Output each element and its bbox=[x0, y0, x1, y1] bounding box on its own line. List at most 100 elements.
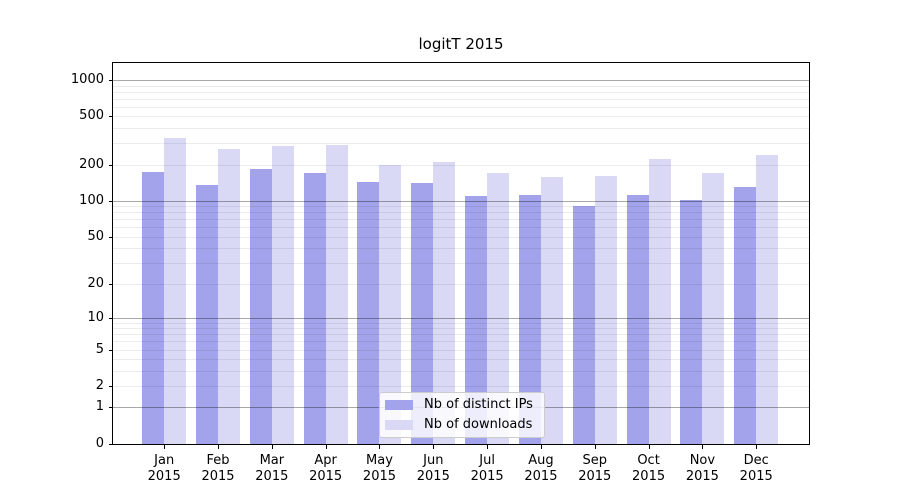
y-tick-5 bbox=[109, 349, 113, 351]
legend-swatch-distinct-ips bbox=[385, 400, 413, 410]
legend: Nb of distinct IPs Nb of downloads bbox=[379, 392, 545, 438]
x-tick-jan bbox=[164, 445, 166, 449]
y-tick-2 bbox=[109, 386, 113, 388]
gridline-6 bbox=[113, 341, 809, 342]
gridline-10 bbox=[113, 318, 809, 319]
gridline-3 bbox=[113, 371, 809, 372]
y-tick-label-20: 20 bbox=[87, 275, 104, 291]
gridline-50 bbox=[113, 237, 809, 238]
x-tick-mar bbox=[271, 445, 273, 449]
bar-downloads-feb bbox=[218, 148, 241, 444]
y-tick-label-5: 5 bbox=[95, 341, 104, 357]
bar-downloads-dec bbox=[756, 155, 779, 444]
y-tick-label-500: 500 bbox=[79, 108, 104, 124]
x-tick-label-dec: Dec 2015 bbox=[739, 453, 773, 484]
gridline-9 bbox=[113, 323, 809, 324]
x-tick-dec bbox=[756, 445, 758, 449]
y-tick-50 bbox=[109, 236, 113, 238]
bar-distinct-ips-jan bbox=[142, 172, 165, 444]
gridline-7 bbox=[113, 334, 809, 335]
y-tick-1 bbox=[109, 407, 113, 409]
y-tick-label-100: 100 bbox=[79, 192, 104, 208]
gridline-900 bbox=[113, 86, 809, 87]
gridline-700 bbox=[113, 99, 809, 100]
x-tick-label-jun: Jun 2015 bbox=[416, 453, 450, 484]
gridline-70 bbox=[113, 219, 809, 220]
x-tick-label-may: May 2015 bbox=[362, 453, 397, 484]
x-tick-aug bbox=[540, 445, 542, 449]
bar-downloads-aug bbox=[540, 177, 563, 444]
x-tick-label-jan: Jan 2015 bbox=[147, 453, 181, 484]
legend-label-distinct-ips: Nb of distinct IPs bbox=[424, 397, 533, 412]
bar-distinct-ips-jun bbox=[411, 183, 434, 444]
y-tick-label-50: 50 bbox=[87, 228, 104, 244]
y-tick-label-0: 0 bbox=[95, 436, 104, 451]
bar-distinct-ips-oct bbox=[626, 195, 649, 444]
bar-downloads-jul bbox=[487, 173, 510, 444]
gridline-8 bbox=[113, 328, 809, 329]
legend-label-downloads: Nb of downloads bbox=[424, 417, 533, 432]
x-tick-label-feb: Feb 2015 bbox=[201, 453, 235, 484]
legend-item-distinct-ips: Nb of distinct IPs bbox=[385, 397, 538, 413]
y-tick-label-10: 10 bbox=[87, 309, 104, 325]
gridline-40 bbox=[113, 248, 809, 249]
y-tick-label-1000: 1000 bbox=[70, 72, 104, 87]
gridline-400 bbox=[113, 128, 809, 129]
gridline-300 bbox=[113, 143, 809, 144]
bar-distinct-ips-apr bbox=[303, 173, 326, 444]
bar-distinct-ips-sep bbox=[572, 205, 595, 444]
bar-distinct-ips-feb bbox=[196, 185, 219, 444]
x-tick-feb bbox=[218, 445, 220, 449]
gridline-60 bbox=[113, 227, 809, 228]
gridline-1000 bbox=[113, 80, 809, 81]
gridline-100 bbox=[113, 201, 809, 202]
bar-distinct-ips-jul bbox=[465, 195, 488, 444]
y-tick-0 bbox=[109, 444, 113, 445]
y-tick-label-200: 200 bbox=[79, 156, 104, 172]
x-tick-label-nov: Nov 2015 bbox=[685, 453, 719, 484]
gridline-600 bbox=[113, 107, 809, 108]
x-tick-label-sep: Sep 2015 bbox=[578, 453, 612, 484]
chart-title: logitT 2015 bbox=[418, 35, 504, 53]
x-tick-jun bbox=[433, 445, 435, 449]
legend-swatch-downloads bbox=[385, 420, 413, 430]
y-tick-20 bbox=[109, 283, 113, 285]
y-tick-label-2: 2 bbox=[95, 378, 104, 394]
y-tick-100 bbox=[109, 200, 113, 202]
x-tick-label-jul: Jul 2015 bbox=[470, 453, 504, 484]
gridline-4 bbox=[113, 359, 809, 360]
bar-distinct-ips-may bbox=[357, 181, 380, 444]
bar-distinct-ips-aug bbox=[518, 195, 541, 444]
y-tick-label-1: 1 bbox=[95, 399, 104, 415]
bar-downloads-jun bbox=[433, 162, 456, 444]
bar-distinct-ips-dec bbox=[734, 186, 757, 444]
gridline-30 bbox=[113, 263, 809, 264]
gridline-5 bbox=[113, 350, 809, 351]
bar-downloads-nov bbox=[702, 173, 725, 444]
gridline-200 bbox=[113, 165, 809, 166]
gridline-500 bbox=[113, 116, 809, 117]
y-tick-1000 bbox=[109, 80, 113, 81]
gridline-90 bbox=[113, 206, 809, 207]
x-tick-apr bbox=[325, 445, 327, 449]
bar-downloads-may bbox=[379, 164, 402, 444]
x-tick-label-mar: Mar 2015 bbox=[255, 453, 289, 484]
legend-item-downloads: Nb of downloads bbox=[385, 417, 538, 433]
x-tick-label-oct: Oct 2015 bbox=[632, 453, 666, 484]
plot-area bbox=[112, 62, 810, 445]
x-tick-sep bbox=[594, 445, 596, 449]
bar-downloads-oct bbox=[648, 158, 671, 444]
y-tick-500 bbox=[109, 116, 113, 118]
bar-distinct-ips-mar bbox=[249, 168, 272, 444]
x-tick-may bbox=[379, 445, 381, 449]
x-tick-oct bbox=[648, 445, 650, 449]
bar-downloads-sep bbox=[594, 176, 617, 444]
gridline-80 bbox=[113, 212, 809, 213]
bar-distinct-ips-nov bbox=[680, 200, 703, 444]
bar-downloads-apr bbox=[325, 145, 348, 444]
bar-downloads-mar bbox=[271, 146, 294, 444]
gridline-2 bbox=[113, 386, 809, 387]
gridline-20 bbox=[113, 284, 809, 285]
x-tick-nov bbox=[702, 445, 704, 449]
